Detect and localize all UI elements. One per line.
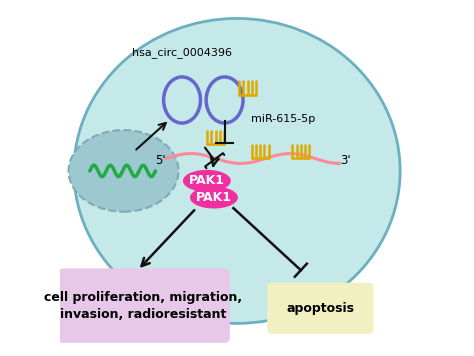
Text: PAK1: PAK1 xyxy=(196,191,232,204)
Text: PAK1: PAK1 xyxy=(189,174,225,187)
FancyBboxPatch shape xyxy=(58,268,230,343)
Text: cell proliferation, migration,
invasion, radioresistant: cell proliferation, migration, invasion,… xyxy=(44,290,242,321)
Text: 3': 3' xyxy=(340,155,350,167)
Text: hsa_circ_0004396: hsa_circ_0004396 xyxy=(132,47,232,58)
FancyBboxPatch shape xyxy=(267,283,374,334)
Ellipse shape xyxy=(69,130,179,212)
Text: 5': 5' xyxy=(155,155,166,167)
Ellipse shape xyxy=(190,187,238,209)
Text: miR-615-5p: miR-615-5p xyxy=(251,115,315,125)
Ellipse shape xyxy=(183,170,231,192)
Text: apoptosis: apoptosis xyxy=(286,302,355,315)
Ellipse shape xyxy=(74,19,400,323)
